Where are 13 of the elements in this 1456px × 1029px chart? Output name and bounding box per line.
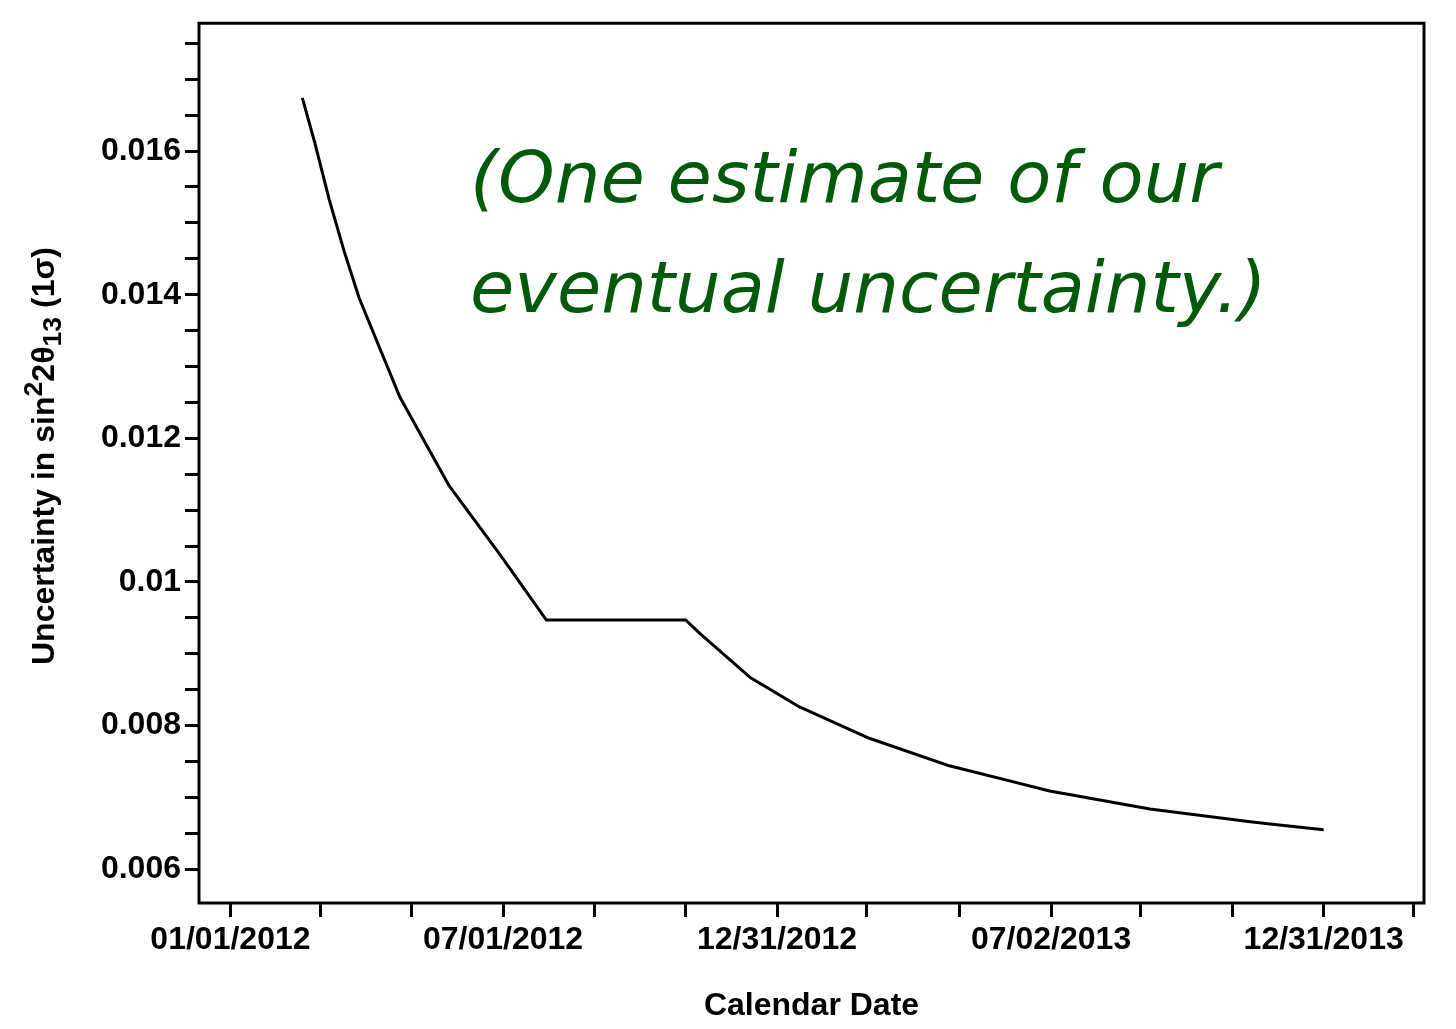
y-tick-label: 0.008	[100, 705, 181, 742]
y-tick-label: 0.01	[118, 561, 181, 598]
x-tick-label: 12/31/2013	[1243, 920, 1404, 957]
x-axis-title: Calendar Date	[703, 985, 920, 1022]
x-tick-label: 07/02/2013	[971, 920, 1132, 957]
y-tick-label: 0.014	[100, 274, 182, 311]
x-tick-label: 07/01/2012	[422, 920, 584, 957]
x-tick-label: 12/31/2012	[696, 920, 858, 957]
x-tick-label: 01/01/2012	[150, 920, 311, 957]
y-tick-label: 0.016	[100, 130, 181, 167]
annotation: (One estimate of our eventual uncertainty.)	[470, 134, 1268, 331]
y-tick-label: 0.006	[100, 849, 181, 886]
y-tick-label: 0.012	[100, 418, 181, 455]
